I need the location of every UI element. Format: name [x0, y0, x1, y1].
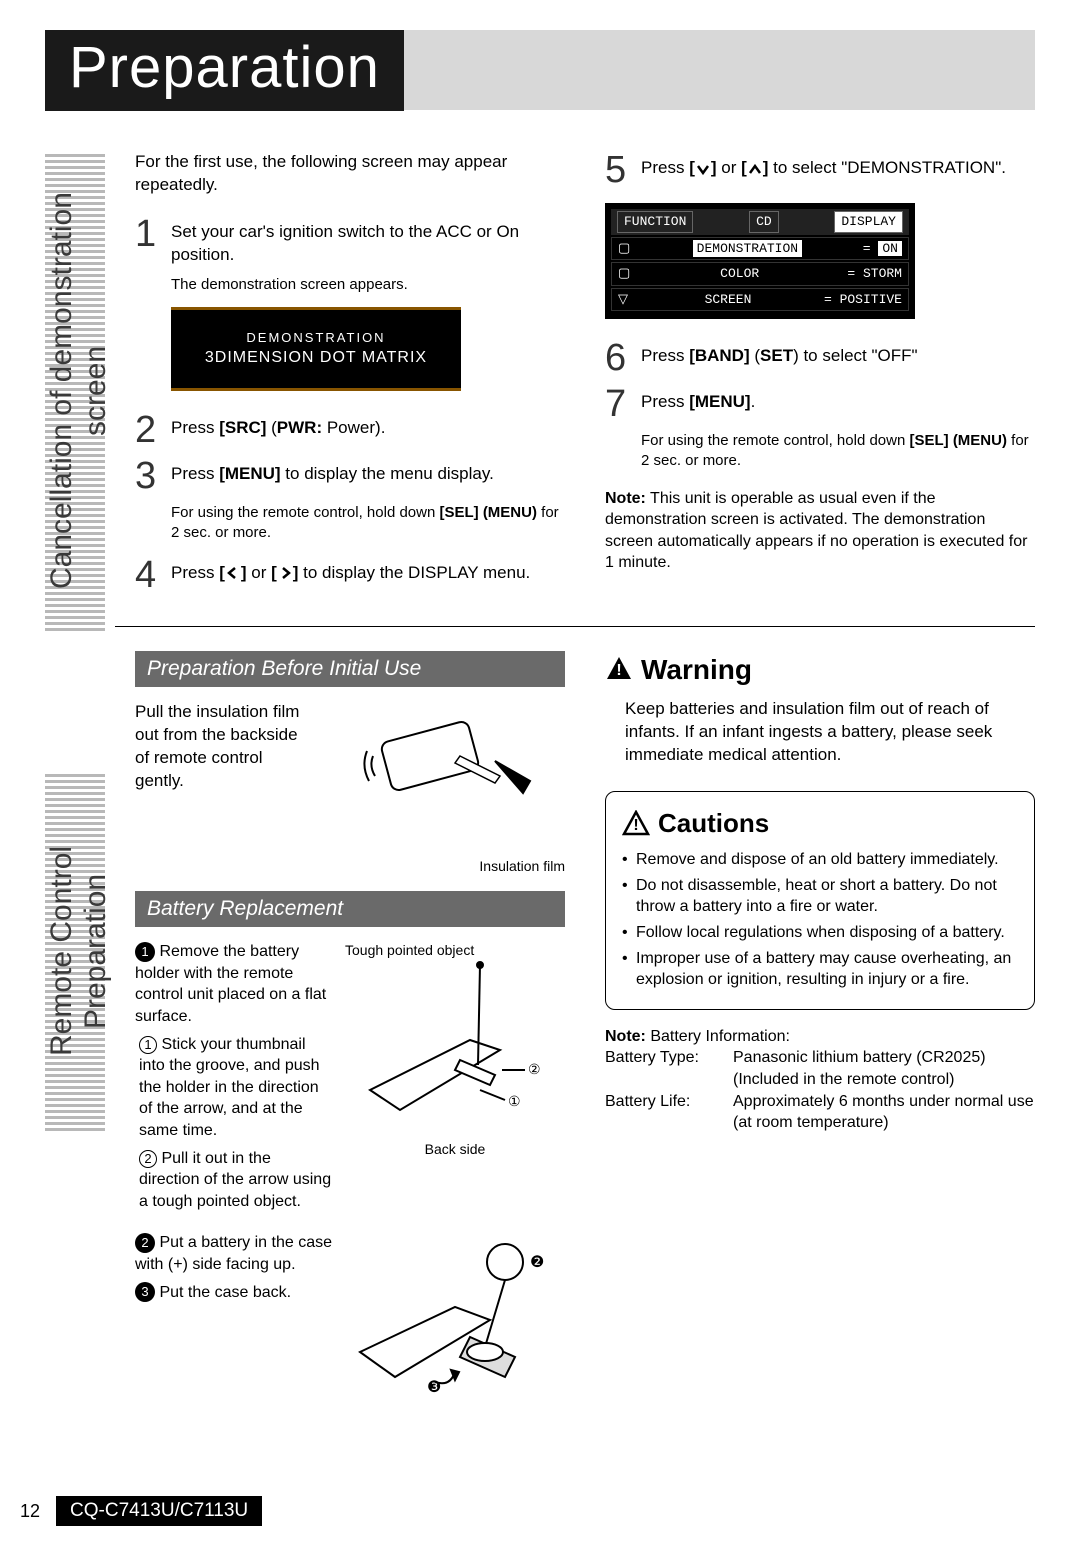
- sidebar-label-cancellation: Cancellation of demonstration screen: [45, 151, 113, 631]
- demo-note: Note: This unit is operable as usual eve…: [605, 488, 1035, 574]
- up-icon: [747, 162, 763, 176]
- step-6: 6 Press [BAND] (SET) to select "OFF": [605, 339, 1035, 377]
- step-3-note: For using the remote control, hold down …: [171, 503, 565, 544]
- svg-text:!: !: [616, 662, 621, 679]
- step-2: 2 Press [SRC] (PWR: Power).: [135, 411, 565, 449]
- insulation-illustration-row: Pull the insulation film out from the ba…: [135, 701, 565, 891]
- section-cancellation: For the first use, the following screen …: [115, 151, 1035, 602]
- left-icon: [225, 566, 241, 580]
- right-icon: [277, 566, 293, 580]
- battery-remove-illustration: ② ①: [345, 960, 565, 1140]
- svg-text:❸: ❸: [427, 1379, 441, 1396]
- demonstration-screen: DEMONSTRATION 3DIMENSION DOT MATRIX: [171, 307, 461, 391]
- page-number: 12: [20, 1501, 40, 1522]
- display-menu-screen: FUNCTION CD DISPLAY ▢DEMONSTRATION= ON ▢…: [605, 203, 915, 319]
- intro-text: For the first use, the following screen …: [135, 151, 565, 197]
- content-area: Cancellation of demonstration screen Rem…: [0, 111, 1080, 1422]
- caution-icon: !: [622, 810, 650, 838]
- model-number: CQ-C7413U/C7113U: [56, 1496, 262, 1526]
- header-gray-bar: [404, 30, 1035, 110]
- warning-heading: ! Warning: [605, 651, 1035, 689]
- step-1-note: The demonstration screen appears.: [171, 275, 565, 295]
- svg-text:+: +: [500, 1254, 508, 1270]
- step-1: 1 Set your car's ignition switch to the …: [135, 215, 565, 267]
- page-header: Preparation: [45, 30, 1035, 111]
- battery-info: Note: Battery Information: Battery Type:…: [605, 1026, 1035, 1134]
- section-remote: Preparation Before Initial Use Pull the …: [115, 651, 1035, 1423]
- cautions-box: ! Cautions Remove and dispose of an old …: [605, 791, 1035, 1010]
- step-4: 4 Press [] or [] to display the DISPLAY …: [135, 556, 565, 594]
- cautions-list: Remove and dispose of an old battery imm…: [622, 849, 1018, 991]
- down-icon: [695, 162, 711, 176]
- cautions-heading: ! Cautions: [622, 806, 1018, 841]
- svg-text:!: !: [633, 817, 638, 834]
- right-column: 5 Press [] or [] to select "DEMONSTRATIO…: [605, 151, 1035, 602]
- svg-text:①: ①: [508, 1093, 521, 1109]
- left-column-2: Preparation Before Initial Use Pull the …: [135, 651, 565, 1423]
- battery-header: Battery Replacement: [135, 891, 565, 927]
- prep-header: Preparation Before Initial Use: [135, 651, 565, 687]
- battery-step23-row: 2 Put a battery in the case with (+) sid…: [135, 1232, 565, 1422]
- svg-text:②: ②: [528, 1061, 541, 1077]
- step-7-note: For using the remote control, hold down …: [641, 431, 1035, 472]
- page-footer: 12 CQ-C7413U/C7113U: [0, 1496, 1080, 1526]
- battery-step1-row: 1 Remove the battery holder with the rem…: [135, 941, 565, 1212]
- insulation-film-illustration: [325, 701, 565, 851]
- right-column-2: ! Warning Keep batteries and insulation …: [605, 651, 1035, 1423]
- sidebar-labels: Cancellation of demonstration screen Rem…: [45, 151, 115, 1422]
- divider: [115, 626, 1035, 627]
- svg-text:❷: ❷: [530, 1254, 544, 1271]
- battery-insert-illustration: + ❷ ❸: [345, 1232, 565, 1402]
- step-7: 7 Press [MENU].: [605, 385, 1035, 423]
- warning-body: Keep batteries and insulation film out o…: [605, 698, 1035, 767]
- warning-icon: !: [605, 655, 633, 683]
- left-column: For the first use, the following screen …: [135, 151, 565, 602]
- sidebar-label-remote: Remote Control Preparation: [45, 771, 113, 1131]
- page-title: Preparation: [45, 30, 404, 111]
- step-5: 5 Press [] or [] to select "DEMONSTRATIO…: [605, 151, 1035, 189]
- step-3: 3 Press [MENU] to display the menu displ…: [135, 457, 565, 495]
